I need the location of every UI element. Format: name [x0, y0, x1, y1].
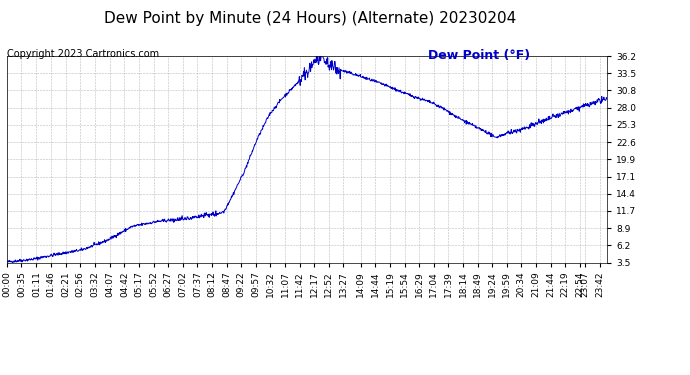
Text: Dew Point (°F): Dew Point (°F) — [428, 49, 530, 62]
Text: Dew Point by Minute (24 Hours) (Alternate) 20230204: Dew Point by Minute (24 Hours) (Alternat… — [104, 11, 517, 26]
Text: Copyright 2023 Cartronics.com: Copyright 2023 Cartronics.com — [7, 49, 159, 59]
